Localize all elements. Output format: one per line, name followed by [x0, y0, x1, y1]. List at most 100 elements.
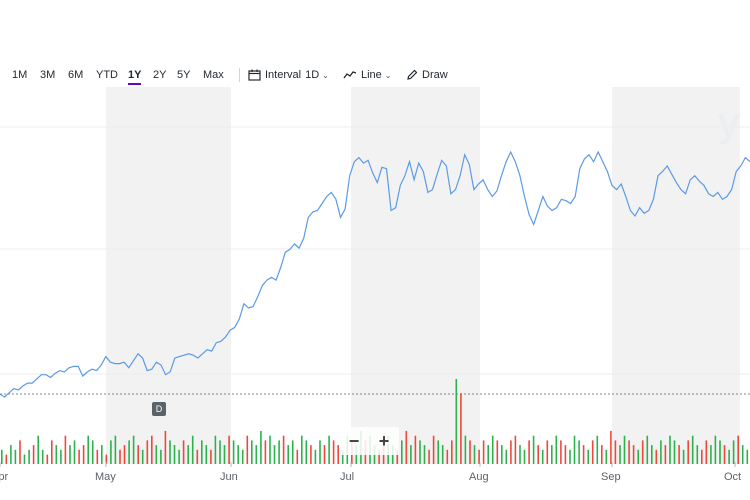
volume-bar	[301, 435, 303, 464]
volume-bar	[419, 440, 421, 464]
range-2y-button[interactable]: 2Y	[153, 69, 167, 81]
volume-bar	[482, 440, 485, 464]
volume-bar	[628, 440, 630, 464]
volume-bar	[596, 435, 599, 464]
draw-button[interactable]: Draw	[406, 66, 448, 84]
volume-bar	[469, 440, 471, 464]
volume-bar	[623, 435, 626, 464]
range-ytd-button[interactable]: YTD	[96, 69, 118, 81]
x-tick-label: Sep	[601, 471, 621, 483]
volume-bar	[664, 445, 667, 464]
volume-bar	[541, 449, 544, 464]
interval-dropdown[interactable]: Interval 1D ⌄	[248, 66, 329, 84]
volume-bar	[214, 435, 217, 464]
price-chart[interactable]: Apr May Jun Jul Aug Sep Oct	[0, 87, 750, 500]
volume-bar	[478, 449, 480, 464]
range-6m-button[interactable]: 6M	[68, 69, 84, 81]
volume-bar	[310, 445, 312, 464]
volume-bar	[51, 440, 53, 464]
volume-bar	[678, 445, 680, 464]
volume-bar	[228, 435, 230, 464]
volume-bar	[237, 445, 239, 464]
volume-bar	[528, 440, 530, 464]
line-chart-icon	[343, 71, 357, 79]
volume-bar	[651, 445, 653, 464]
x-tick-label: Oct	[724, 471, 741, 483]
volume-bar	[123, 445, 126, 464]
yahoo-watermark-logo: y	[717, 98, 740, 145]
volume-bar	[746, 449, 749, 464]
volume-bar	[91, 440, 94, 464]
volume-bar	[73, 440, 76, 464]
volume-bar	[101, 445, 103, 464]
range-1m-button[interactable]: 1M	[12, 69, 28, 81]
month-shade-band	[106, 87, 231, 464]
volume-bar	[705, 440, 708, 464]
volume-bar	[251, 440, 253, 464]
interval-value: 1D	[305, 69, 320, 81]
interval-label: Interval	[265, 69, 302, 81]
volume-bar	[405, 430, 408, 464]
volume-bar	[328, 435, 330, 464]
volume-bar	[132, 435, 135, 464]
volume-bar	[451, 440, 453, 464]
dividend-marker[interactable]: D	[152, 402, 166, 416]
volume-bar	[105, 454, 108, 464]
volume-bar	[201, 440, 203, 464]
volume-bar	[555, 435, 558, 464]
volume-bar	[491, 435, 494, 464]
volume-bar	[523, 449, 526, 464]
toolbar-divider	[239, 68, 240, 82]
volume-bar	[337, 445, 339, 464]
volume-bar	[291, 440, 294, 464]
chevron-down-icon: ⌄	[384, 70, 392, 80]
volume-bar	[655, 449, 658, 464]
volume-bar	[10, 445, 12, 464]
x-tick-label: Aug	[469, 471, 489, 483]
volume-bar	[505, 449, 508, 464]
volume-bar	[46, 454, 49, 464]
volume-bar	[691, 435, 694, 464]
volume-bar	[605, 449, 608, 464]
x-tick-label: Jun	[220, 471, 238, 483]
volume-bar	[232, 440, 235, 464]
volume-bar	[55, 445, 58, 464]
volume-bar	[341, 449, 344, 464]
volume-bar	[537, 445, 539, 464]
volume-bar	[601, 445, 603, 464]
volume-bar	[282, 435, 285, 464]
volume-bar	[728, 449, 730, 464]
volume-bar	[82, 445, 85, 464]
volume-bar	[546, 440, 549, 464]
range-5y-button[interactable]: 5Y	[177, 69, 191, 81]
range-1y-button[interactable]: 1Y	[128, 67, 142, 85]
price-line	[0, 150, 750, 398]
volume-bar	[146, 440, 149, 464]
range-3m-button[interactable]: 3M	[40, 69, 56, 81]
volume-bar	[87, 435, 89, 464]
volume-bar	[673, 440, 676, 464]
volume-bar	[455, 379, 458, 464]
volume-bar	[37, 435, 39, 464]
volume-bar	[432, 435, 435, 464]
volume-bar	[41, 449, 44, 464]
volume-bar	[32, 445, 35, 464]
volume-bar	[178, 449, 180, 464]
volume-bar	[78, 449, 80, 464]
range-max-button[interactable]: Max	[203, 69, 224, 81]
chart-type-dropdown[interactable]: Line ⌄	[343, 66, 392, 84]
zoom-out-button[interactable]: −	[348, 431, 360, 451]
volume-bar	[437, 440, 439, 464]
volume-bar	[514, 435, 517, 464]
volume-bar	[587, 449, 589, 464]
draw-label: Draw	[422, 69, 448, 81]
volume-bar	[501, 445, 503, 464]
volume-bar	[428, 449, 430, 464]
zoom-in-button[interactable]: +	[378, 431, 390, 451]
chart-toolbar: 1M 3M 6M YTD 1Y 2Y 5Y Max Interval 1D ⌄ …	[0, 63, 750, 87]
volume-bar	[255, 445, 258, 464]
volume-bar	[241, 449, 244, 464]
volume-bar	[496, 440, 499, 464]
volume-bar	[246, 435, 249, 464]
volume-bar	[401, 440, 403, 464]
